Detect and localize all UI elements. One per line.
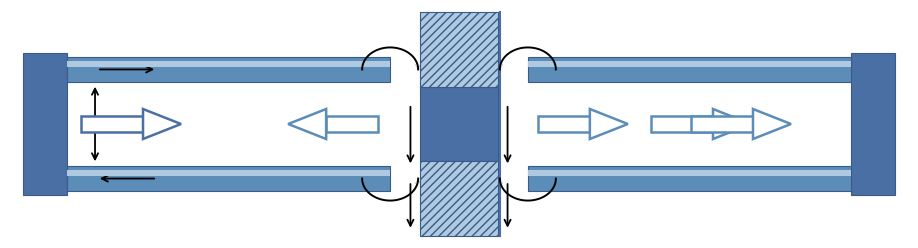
Bar — [528, 57, 851, 82]
Polygon shape — [713, 109, 751, 139]
Bar — [851, 53, 895, 195]
Polygon shape — [753, 109, 791, 139]
Bar — [528, 61, 851, 67]
Polygon shape — [143, 109, 181, 139]
Bar — [528, 170, 851, 176]
Bar — [23, 53, 67, 195]
Bar — [420, 12, 498, 87]
Bar — [651, 116, 713, 132]
Bar — [67, 166, 390, 191]
Bar — [420, 87, 498, 161]
Bar — [420, 161, 498, 236]
Bar — [538, 116, 590, 132]
Bar — [67, 61, 390, 67]
Bar — [67, 170, 390, 176]
Polygon shape — [288, 109, 326, 139]
Polygon shape — [590, 109, 628, 139]
Bar — [528, 166, 851, 191]
Bar — [326, 116, 378, 132]
Bar — [81, 116, 143, 132]
Bar — [691, 116, 753, 132]
Bar — [67, 57, 390, 82]
